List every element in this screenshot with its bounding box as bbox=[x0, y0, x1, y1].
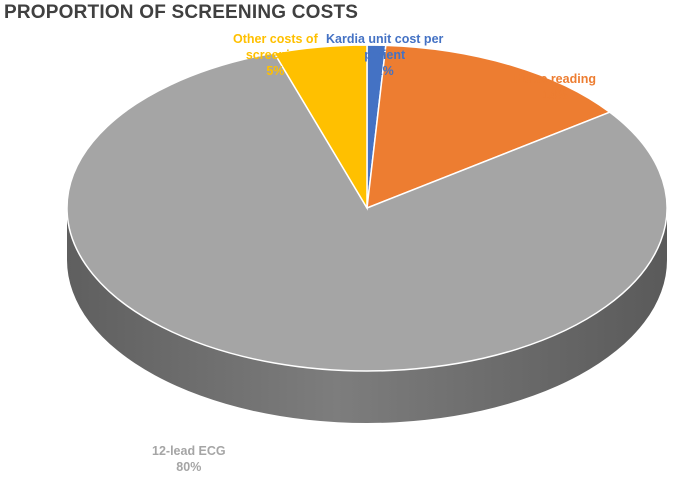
slice-label-pulse: Pulse reading 14% bbox=[514, 72, 596, 102]
pie-slice-3 bbox=[273, 44, 368, 211]
slice-label-kardia: Kardia unit cost per patient 1% bbox=[326, 32, 444, 78]
pie-side-wall bbox=[67, 208, 667, 423]
chart-title: PROPORTION OF SCREENING COSTS bbox=[4, 2, 359, 23]
pie-slice-1 bbox=[366, 44, 612, 210]
slice-label-other: Other costs of screening 5% bbox=[233, 32, 318, 78]
pie-slice-2 bbox=[66, 52, 668, 372]
slice-label-ecg: 12-lead ECG 80% bbox=[152, 444, 226, 474]
